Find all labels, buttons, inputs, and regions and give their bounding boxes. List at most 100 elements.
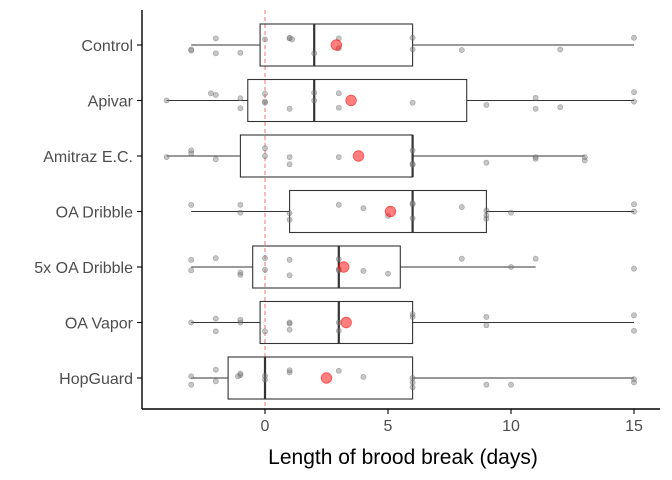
mean-marker xyxy=(330,39,343,51)
data-point xyxy=(409,379,416,386)
data-point xyxy=(262,376,268,383)
data-point xyxy=(262,266,268,273)
data-point xyxy=(335,90,342,97)
data-point xyxy=(360,267,367,274)
data-point xyxy=(409,200,416,207)
box xyxy=(227,356,414,400)
data-point xyxy=(237,372,244,379)
mean-marker xyxy=(384,205,397,218)
mean-marker xyxy=(340,316,352,329)
data-point xyxy=(237,49,244,56)
data-point xyxy=(360,205,367,212)
data-point xyxy=(262,145,268,152)
data-point xyxy=(532,105,539,112)
data-point xyxy=(335,256,342,263)
data-point xyxy=(188,47,195,54)
data-point xyxy=(212,92,219,98)
data-point xyxy=(360,373,367,380)
data-point xyxy=(212,255,219,262)
data-point xyxy=(335,367,342,374)
data-point xyxy=(311,50,318,57)
x-tick-label: 10 xyxy=(502,418,520,435)
data-point xyxy=(286,105,293,112)
mean-marker xyxy=(345,94,357,107)
x-tick-label: 15 xyxy=(625,418,643,435)
data-point xyxy=(237,370,244,377)
data-point xyxy=(188,150,195,157)
data-point xyxy=(409,161,416,168)
data-point xyxy=(631,376,637,383)
data-point xyxy=(212,35,219,42)
data-point xyxy=(335,104,342,111)
data-point xyxy=(557,104,564,111)
data-point xyxy=(212,50,219,57)
data-point xyxy=(286,369,293,376)
box xyxy=(252,245,401,289)
data-point xyxy=(212,366,219,373)
x-tick-layer: 0 5 10 15 xyxy=(261,409,643,435)
data-point xyxy=(286,272,293,279)
data-point xyxy=(483,159,490,166)
data-point xyxy=(212,156,219,163)
data-point xyxy=(237,319,244,326)
y-tick-label: Control xyxy=(81,38,133,55)
data-point xyxy=(286,161,293,168)
data-point xyxy=(188,267,195,274)
data-point xyxy=(237,105,244,112)
y-tick-label: Amitraz E.C. xyxy=(43,149,133,166)
y-tick-label: 5x OA Dribble xyxy=(34,260,133,277)
data-point xyxy=(483,314,490,320)
data-point xyxy=(409,384,416,391)
data-point xyxy=(532,94,539,101)
data-point xyxy=(508,264,514,270)
mean-marker xyxy=(338,261,350,273)
data-point xyxy=(458,204,465,210)
data-point xyxy=(409,314,416,320)
data-point xyxy=(286,216,293,223)
data-point xyxy=(262,328,268,335)
data-point xyxy=(335,154,342,161)
data-point xyxy=(207,90,214,97)
data-point xyxy=(237,271,244,278)
data-point xyxy=(262,99,268,106)
data-point xyxy=(335,201,342,208)
data-point xyxy=(532,155,539,162)
data-point xyxy=(289,36,295,43)
y-tick-layer: Control Apivar Amitraz E.C. OA Dribble 5x OA… xyxy=(34,38,142,388)
data-point xyxy=(458,255,465,262)
data-point xyxy=(409,147,416,154)
x-tick-label: 0 xyxy=(261,418,270,435)
points-layer xyxy=(163,34,637,391)
data-point xyxy=(286,256,293,263)
data-point xyxy=(409,160,416,167)
data-point xyxy=(409,201,416,208)
data-point xyxy=(311,97,318,104)
data-point xyxy=(508,381,514,388)
data-point xyxy=(262,372,268,379)
data-point xyxy=(188,319,195,326)
mean-marker xyxy=(352,150,365,162)
data-point xyxy=(286,154,293,161)
data-point xyxy=(163,97,170,104)
data-point xyxy=(188,381,195,388)
data-point xyxy=(409,46,416,53)
data-point xyxy=(631,327,637,334)
mean-marker xyxy=(320,372,333,384)
data-point xyxy=(581,157,588,164)
data-point xyxy=(335,327,342,334)
data-point xyxy=(163,154,170,161)
data-point xyxy=(631,89,637,96)
box xyxy=(247,78,468,123)
axes-layer xyxy=(141,10,660,410)
data-point xyxy=(237,209,244,216)
data-point xyxy=(631,265,637,272)
boxes-layer xyxy=(166,23,634,400)
data-point xyxy=(532,154,539,161)
data-point xyxy=(235,373,241,380)
data-point xyxy=(212,378,219,385)
y-tick-label: Apivar xyxy=(88,94,134,111)
data-point xyxy=(286,319,293,326)
data-point xyxy=(385,270,391,277)
x-tick-label: 5 xyxy=(384,418,393,435)
data-point xyxy=(483,215,490,222)
